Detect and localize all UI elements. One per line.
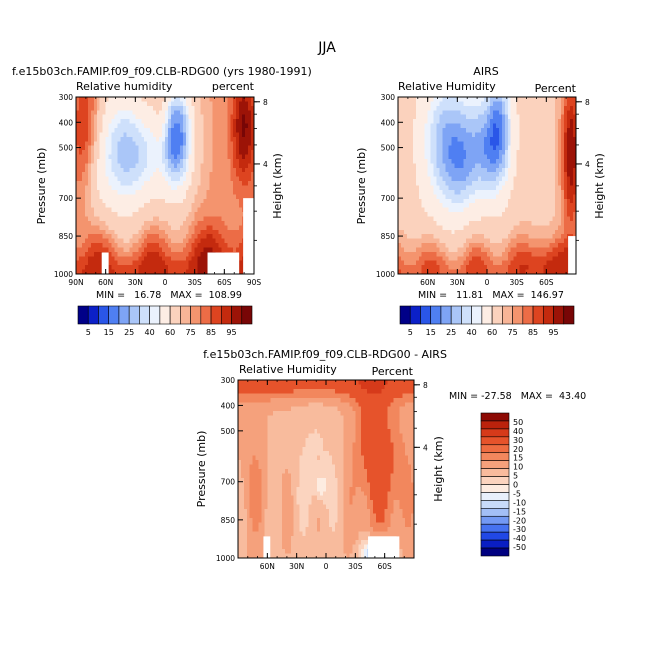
x-tick-label: 30N [128,278,143,287]
colorbar-box [88,306,98,324]
y-tick-label: 1000 [376,270,395,279]
field-cells [398,97,577,275]
colorbar-label: 15 [104,328,114,337]
x-tick-label: 30S [510,278,525,287]
missing-data-region [568,236,576,274]
x-tick-label: 60S [539,278,554,287]
colorbar-box [180,306,190,324]
x-tick-label: 90N [68,278,83,287]
y-tick-label: 400 [381,118,396,127]
colorbar-box [221,306,231,324]
colorbar-box [201,306,211,324]
colorbar-box [109,306,119,324]
colorbar-box [78,306,88,324]
x-tick-label: 60N [98,278,113,287]
colorbar-box [242,306,252,324]
colorbar-box [98,306,108,324]
x-tick-label: 60N [420,278,435,287]
model-ylabel: Pressure (mb) [35,148,48,225]
colorbar-label: 95 [226,328,236,337]
colorbar-box [139,306,149,324]
y-tick-label: 700 [381,194,396,203]
colorbar-box [150,306,160,324]
x-tick-label: 0 [163,278,168,287]
y-tick-label: 700 [59,194,74,203]
model-colorbar: 5 15 25 40 60 75 85 95 [78,306,252,337]
obs-right-label: Percent [535,82,577,95]
colorbar-box [129,306,139,324]
colorbar-box [160,306,170,324]
colorbar-box [232,306,242,324]
x-tick-label: 90S [247,278,262,287]
colorbar-label: 5 [86,328,91,337]
colorbar-box [211,306,221,324]
colorbar-box [119,306,129,324]
page-title: JJA [317,40,336,56]
colorbar-label: 25 [124,328,134,337]
y-tick-label: 500 [381,144,396,153]
colorbar-label: 85 [206,328,216,337]
missing-data-region [208,253,240,274]
colorbar-box [170,306,180,324]
colorbar-label: 60 [165,328,175,337]
model-left-label: Relative humidity [76,80,173,93]
x-tick-label: 60S [217,278,232,287]
model-y2label: Height (km) [271,153,284,219]
colorbar-label: 75 [185,328,195,337]
x-tick-label: 30S [188,278,203,287]
y2-tick-label: 4 [263,160,268,169]
y-tick-label: 1000 [54,270,73,279]
y-tick-label: 500 [59,144,74,153]
model-stats: MIN = 16.78 MAX = 108.99 [96,290,242,301]
y-tick-label: 400 [59,118,74,127]
y-tick-label: 850 [59,232,74,241]
x-tick-label: 0 [485,278,490,287]
model-title: f.e15b03ch.FAMIP.f09_f09.CLB-RDG00 (yrs … [12,65,312,78]
colorbar-label: 40 [145,328,155,337]
field-cells [76,97,255,275]
model-plot: 90N 60N 30N 0 30S 60S 90S 300 400 500 700 850 1000 8 4 [54,93,268,287]
obs-title: AIRS [473,65,498,78]
obs-left-label: Relative Humidity [398,80,496,93]
y-tick-label: 300 [59,93,74,102]
y2-tick-label: 8 [263,98,268,107]
model-right-label: percent [212,80,255,93]
x-tick-label: 30N [450,278,465,287]
colorbar-box [191,306,201,324]
y-tick-label: 850 [381,232,396,241]
missing-data-region [243,198,254,274]
y-tick-label: 300 [381,93,396,102]
